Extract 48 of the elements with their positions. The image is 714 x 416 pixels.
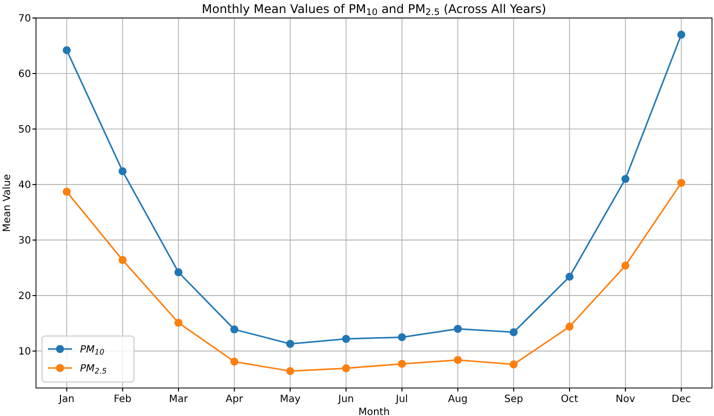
point xyxy=(342,364,350,372)
point xyxy=(677,30,686,39)
point xyxy=(621,174,630,183)
x-tick-label: Jan xyxy=(58,394,74,405)
chart-title: Monthly Mean Values of PM$_{10}$ and PM$_{2.5}$ (Across All Years) xyxy=(202,2,546,18)
x-tick-label: Jun xyxy=(337,394,354,405)
x-tick-label: Apr xyxy=(226,394,244,405)
x-tick-label: Jul xyxy=(394,394,408,405)
x-tick-label: May xyxy=(280,394,301,405)
y-tick-label: 10 xyxy=(18,346,31,358)
legend-label: PM$_{2.5}$ xyxy=(80,364,107,376)
point xyxy=(230,358,238,366)
point xyxy=(118,256,127,264)
x-axis-title: Month xyxy=(358,407,390,416)
y-tick-label: 70 xyxy=(18,14,31,24)
point xyxy=(118,167,127,176)
x-tick-label: Aug xyxy=(448,394,468,405)
point xyxy=(566,272,574,281)
point xyxy=(566,322,574,331)
point xyxy=(174,268,182,276)
x-tick-label: Dec xyxy=(672,394,691,405)
y-tick-label: 20 xyxy=(18,291,31,302)
point xyxy=(510,360,518,368)
y-tick-label: 30 xyxy=(18,236,31,247)
y-tick-label: 60 xyxy=(18,69,31,80)
point xyxy=(62,46,71,54)
point xyxy=(342,334,350,343)
point xyxy=(454,324,462,333)
point xyxy=(398,333,406,342)
x-tick-label: Sep xyxy=(504,394,524,405)
point xyxy=(286,340,294,348)
point xyxy=(174,318,182,327)
y-tick-label: 50 xyxy=(18,124,31,136)
x-tick-label: Mar xyxy=(169,394,189,405)
point xyxy=(510,328,518,336)
point xyxy=(286,367,294,376)
point xyxy=(454,356,462,364)
x-tick-label: Oct xyxy=(560,394,578,405)
point xyxy=(62,188,71,196)
legend-label: PM$_{10}$ xyxy=(80,344,104,356)
point xyxy=(677,178,686,187)
point xyxy=(230,325,238,334)
y-tick-label: 40 xyxy=(18,180,31,192)
y-axis-title: Mean Value xyxy=(2,174,13,232)
x-tick-label: Nov xyxy=(616,394,636,405)
x-tick-label: Feb xyxy=(114,394,132,405)
point xyxy=(621,262,630,270)
point xyxy=(398,360,406,368)
